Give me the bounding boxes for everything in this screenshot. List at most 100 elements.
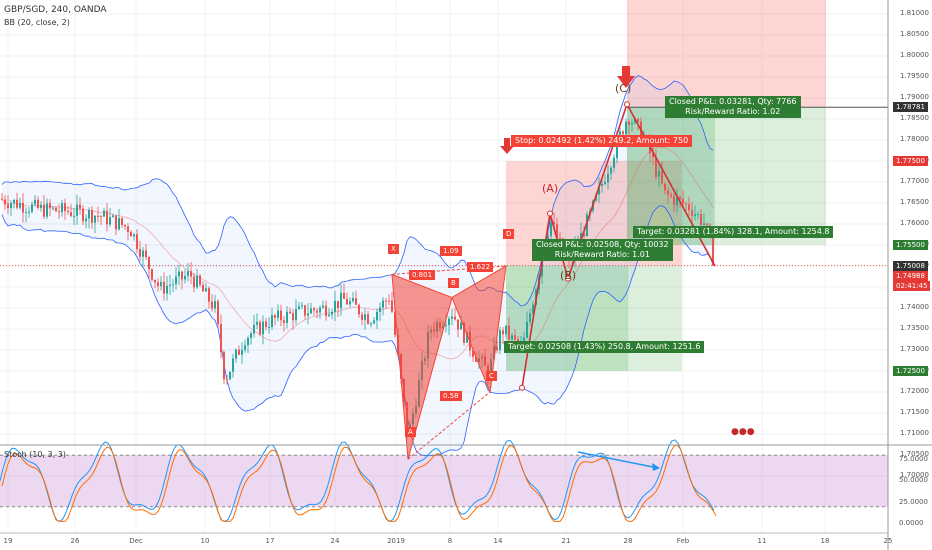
candle-body (115, 215, 117, 230)
candle-body (652, 153, 654, 158)
first-closed-pnl: Closed P&L: 0.02508, Qty: 10032 (536, 240, 669, 249)
ratio-ac-label: 0.58 (440, 391, 462, 401)
time-tick-label: 8 (447, 537, 453, 545)
candle-body (667, 190, 669, 195)
time-tick-label: Dec (129, 537, 143, 545)
candle-body (178, 271, 180, 277)
wave-point (565, 275, 571, 282)
candle-body (127, 226, 129, 232)
ratio-ab-label: 0.801 (409, 270, 436, 280)
candle-body (328, 314, 330, 316)
candle-body (1, 198, 3, 200)
candle-body (34, 199, 36, 205)
candle-body (295, 309, 297, 321)
candle-body (346, 298, 348, 305)
candle-body (634, 118, 636, 124)
candle-body (106, 210, 108, 225)
candle-body (25, 211, 27, 213)
point-c-label: C (486, 371, 497, 381)
candle-body (70, 212, 72, 216)
candle-body (169, 284, 171, 286)
candle-body (292, 313, 294, 321)
candle-body (463, 322, 465, 343)
candle-body (496, 346, 498, 351)
price-tick-label: 1.79500 (900, 72, 929, 80)
candle-body (139, 248, 141, 257)
candle-body (76, 204, 78, 216)
time-tick-label: Feb (676, 537, 690, 545)
candle-body (184, 275, 186, 280)
candle-body (586, 214, 588, 237)
candle-body (19, 203, 21, 208)
candle-body (4, 199, 6, 205)
candle-body (148, 257, 150, 270)
candle-body (451, 316, 453, 319)
wave-point (547, 210, 553, 217)
candle-body (448, 318, 450, 326)
candle-body (58, 211, 60, 213)
wave-c-label: (C) (615, 82, 632, 95)
stoch-d-line (1, 444, 717, 522)
candle-body (679, 197, 681, 199)
stochastic-panel (0, 439, 888, 522)
candle-body (259, 321, 261, 335)
bb-fill (2, 75, 713, 456)
stoch-indicator-label[interactable]: Stoch (10, 3, 3) (4, 450, 66, 459)
price-tick-label: 1.74000 (900, 303, 929, 311)
candle-body (373, 320, 375, 324)
candle-body (697, 214, 699, 216)
candle-body (460, 322, 462, 330)
candle-body (340, 292, 342, 309)
divergence-line (577, 451, 659, 469)
second-closed-label: Closed P&L: 0.03281, Qty: 7766 Risk/Rewa… (665, 96, 801, 118)
second-target-zone (627, 107, 826, 245)
price-tag: 1.74988 (893, 270, 928, 281)
price-tick-label: 1.72000 (900, 387, 929, 395)
ratio-xd-label: 1.09 (440, 246, 462, 256)
first-filled-zone (506, 265, 628, 371)
candle-body (475, 356, 477, 362)
stoch-tick-label: 75.0000 (899, 454, 928, 463)
candle-body (145, 250, 147, 258)
candle-body (358, 304, 360, 315)
candle-body (619, 131, 621, 137)
price-tag: 1.75500 (893, 240, 928, 250)
candle-body (229, 371, 231, 380)
candle-body (391, 300, 393, 312)
candle-body (334, 300, 336, 312)
candle-body (349, 301, 351, 305)
stoch-tick-label: 25.0000 (899, 497, 928, 506)
time-tick-label: 19 (3, 537, 13, 545)
bb-indicator-label[interactable]: BB (20, close, 2) (4, 18, 70, 27)
down-arrow-icon (500, 138, 514, 154)
candle-body (676, 197, 678, 206)
candle-body (343, 292, 345, 299)
candle-body (142, 250, 144, 257)
second-closed-pnl: Closed P&L: 0.03281, Qty: 7766 (669, 97, 797, 106)
candle-body (208, 288, 210, 302)
price-tick-label: 1.76000 (900, 219, 929, 227)
point-x-label: X (388, 244, 399, 254)
candle-body (322, 305, 324, 308)
candle-body (232, 358, 234, 372)
candle-body (313, 308, 315, 311)
ratio-bc-label: 1.622 (467, 262, 494, 272)
candle-body (712, 237, 714, 266)
price-tick-label: 1.77000 (900, 177, 929, 185)
candle-body (532, 304, 534, 314)
candle-body (616, 136, 618, 158)
candle-body (244, 345, 246, 350)
candle-body (40, 204, 42, 208)
candle-body (613, 157, 615, 168)
second-risk-reward: Risk/Reward Ratio: 1.02 (685, 107, 781, 116)
events-icon[interactable]: ●●● (731, 427, 755, 437)
candle-body (172, 284, 174, 286)
candle-body (658, 170, 660, 177)
price-tick-label: 1.71500 (900, 408, 929, 416)
candle-body (235, 349, 237, 359)
candle-body (61, 203, 63, 213)
candle-body (94, 215, 96, 223)
time-tick-label: 21 (561, 537, 571, 545)
